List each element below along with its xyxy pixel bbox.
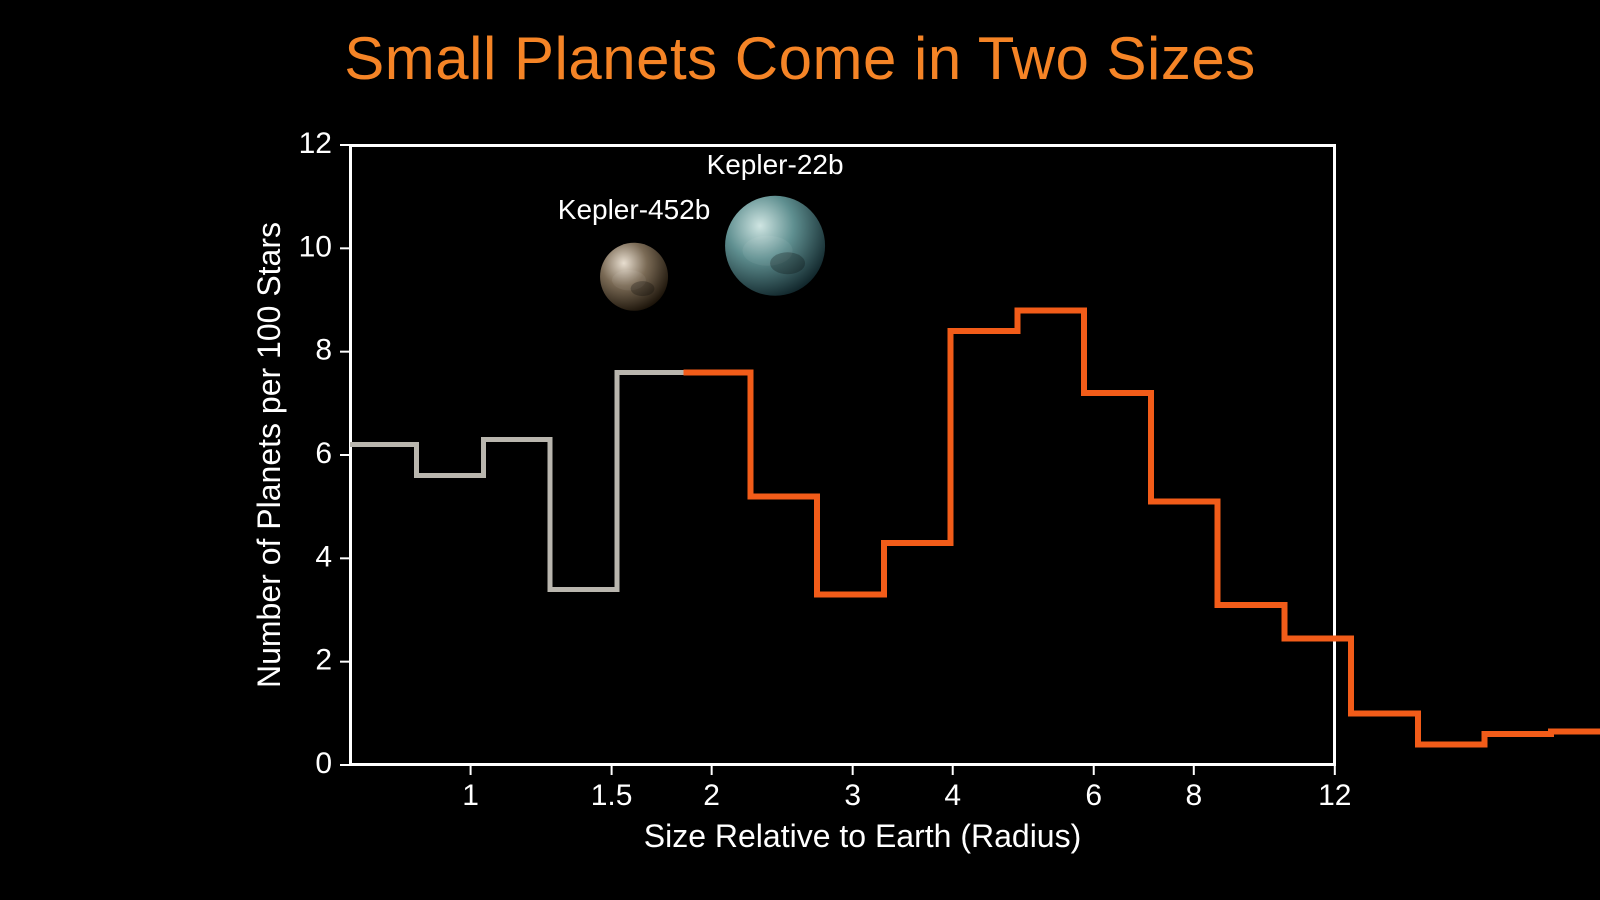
y-tick-label: 12 bbox=[299, 127, 332, 160]
x-tick-label: 6 bbox=[1085, 779, 1102, 812]
y-tick-label: 2 bbox=[315, 644, 332, 677]
x-tick-label: 12 bbox=[1318, 779, 1351, 812]
histogram-step-incomplete bbox=[350, 372, 684, 589]
x-tick-label: 8 bbox=[1185, 779, 1202, 812]
y-tick-label: 0 bbox=[315, 747, 332, 780]
kepler-22b-label: Kepler-22b bbox=[707, 149, 844, 180]
histogram-chart: 02468101211.52346812Size Relative to Ear… bbox=[350, 145, 1335, 765]
y-axis-label: Number of Planets per 100 Stars bbox=[251, 222, 287, 688]
y-tick-label: 8 bbox=[315, 334, 332, 367]
x-tick-label: 2 bbox=[703, 779, 720, 812]
y-tick-label: 6 bbox=[315, 437, 332, 470]
x-tick-label: 1 bbox=[462, 779, 479, 812]
x-tick-label: 3 bbox=[844, 779, 861, 812]
plot-frame bbox=[351, 146, 1335, 765]
planet-texture bbox=[770, 252, 805, 274]
y-tick-label: 10 bbox=[299, 230, 332, 263]
histogram-step-main bbox=[684, 310, 1600, 765]
y-tick-label: 4 bbox=[315, 540, 332, 573]
kepler-452b-label: Kepler-452b bbox=[558, 194, 711, 225]
chart-container: 02468101211.52346812Size Relative to Ear… bbox=[350, 145, 1335, 765]
x-axis-label: Size Relative to Earth (Radius) bbox=[644, 818, 1082, 854]
slide-title: Small Planets Come in Two Sizes bbox=[0, 24, 1600, 93]
planet-texture bbox=[631, 281, 655, 296]
x-tick-label: 4 bbox=[944, 779, 961, 812]
x-tick-label: 1.5 bbox=[591, 779, 633, 812]
